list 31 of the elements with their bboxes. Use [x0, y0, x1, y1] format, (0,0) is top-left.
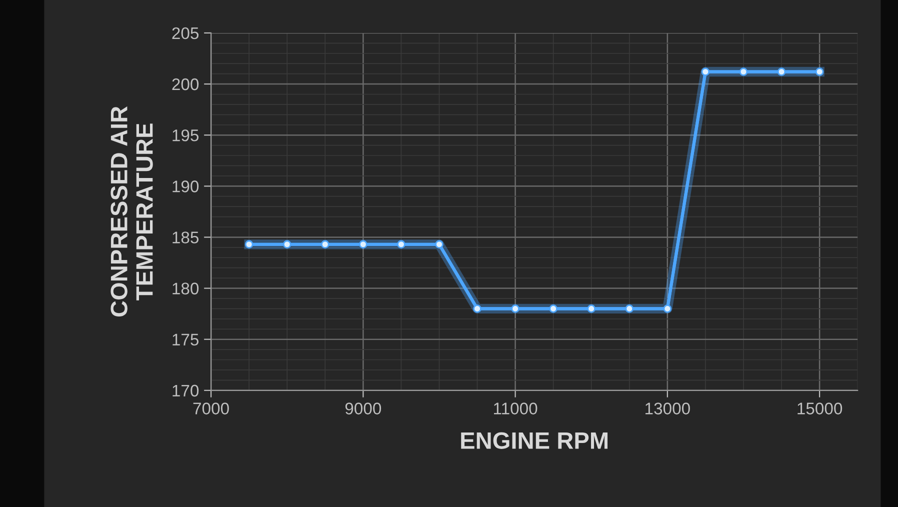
- point: [625, 304, 634, 313]
- point: [511, 304, 520, 313]
- point: [244, 240, 254, 249]
- y-tick-label: 175: [172, 334, 199, 346]
- point: [701, 68, 710, 76]
- point: [473, 304, 482, 313]
- point: [739, 68, 748, 76]
- x-tick-label: 15000: [798, 402, 842, 414]
- point: [397, 240, 406, 249]
- point: [663, 304, 672, 313]
- y-tick-label: 190: [172, 180, 199, 192]
- point: [777, 68, 786, 76]
- point: [587, 304, 596, 313]
- y-tick-label: 200: [172, 78, 199, 90]
- point: [549, 304, 558, 313]
- x-tick-label: 7000: [193, 402, 229, 414]
- point: [320, 240, 330, 249]
- x-tick-label: 9000: [345, 402, 382, 414]
- y-tick-label: 170: [172, 384, 199, 397]
- x-tick-label: 11000: [494, 402, 538, 414]
- point: [815, 68, 824, 76]
- point: [282, 240, 292, 249]
- y-tick-label: 205: [172, 27, 199, 40]
- y-tick-label: 180: [172, 282, 199, 294]
- x-tick-label: 13000: [646, 402, 690, 414]
- x-axis-title: ENGINE RPM: [461, 432, 608, 449]
- y-tick-label: 185: [172, 232, 199, 244]
- point: [358, 240, 368, 249]
- y-axis-title: CONPRESSED AIR TEMPERATURE: [110, 106, 153, 317]
- point: [435, 240, 444, 249]
- y-tick-label: 195: [172, 129, 199, 142]
